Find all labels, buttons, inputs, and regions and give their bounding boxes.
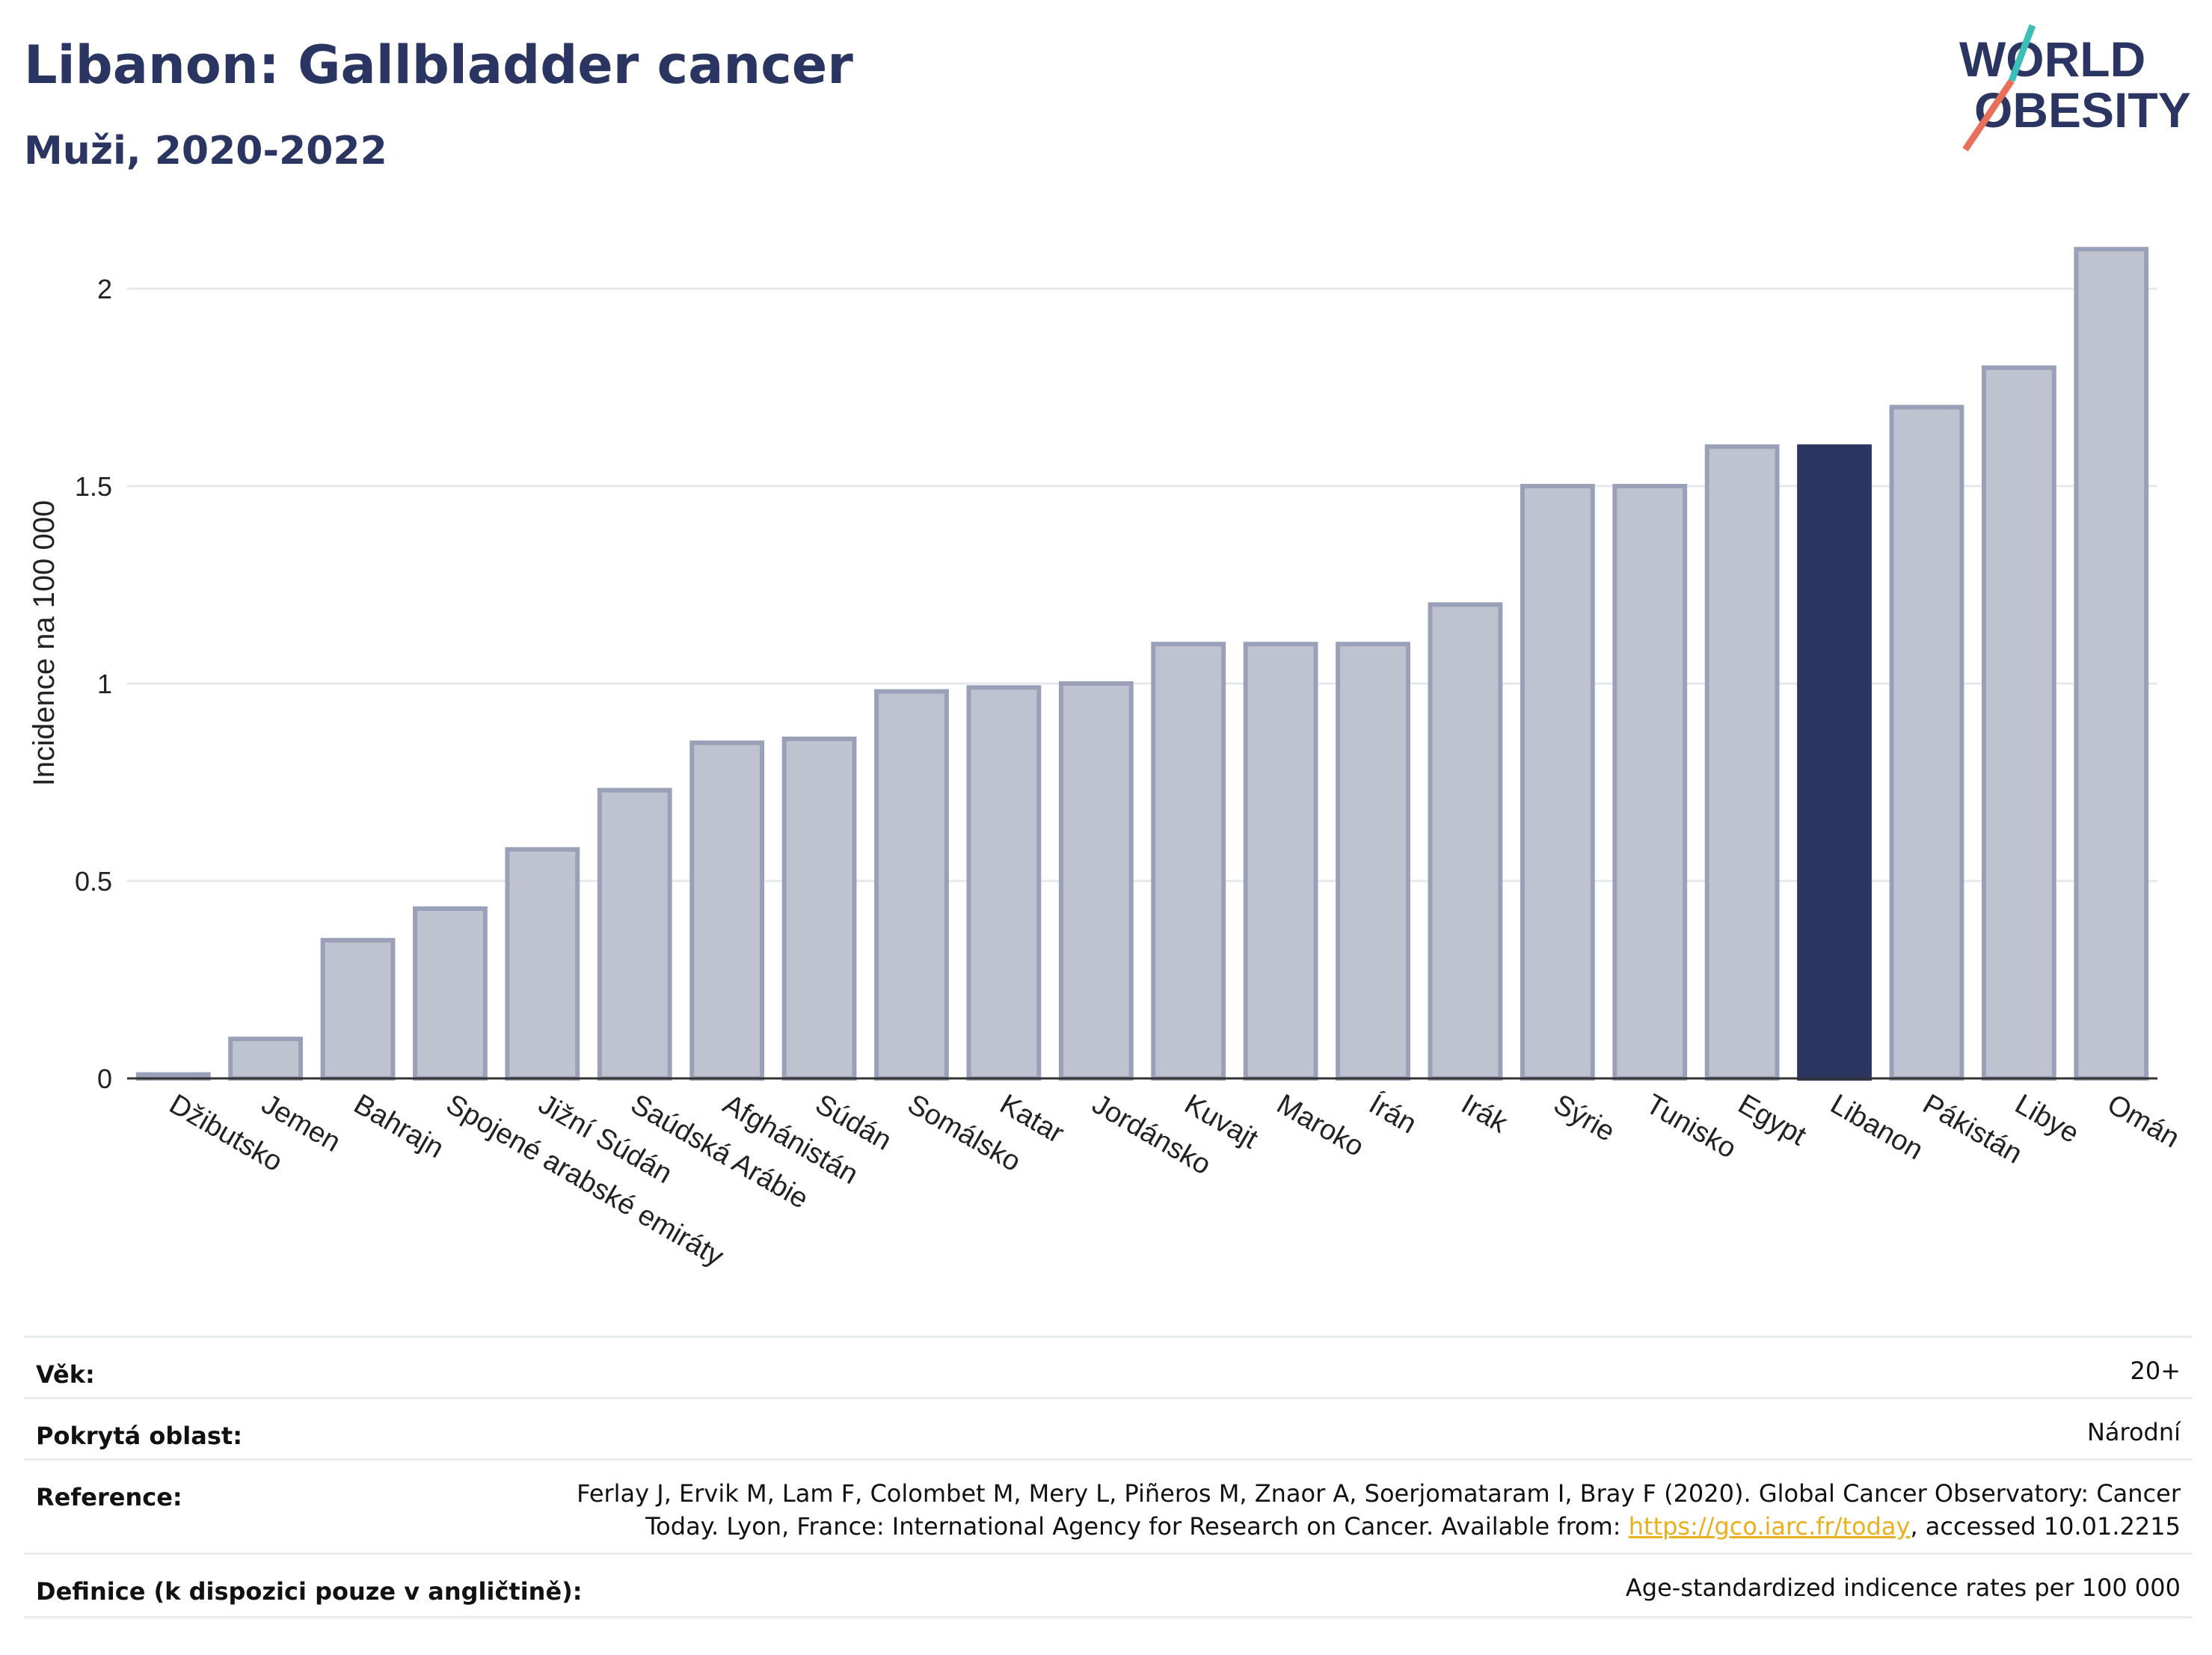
age-label: Věk: <box>36 1360 95 1389</box>
x-tick-label: Irák <box>1456 1088 1514 1140</box>
reference-line2-pre: Today. Lyon, France: International Agenc… <box>645 1512 1629 1541</box>
bar <box>874 689 949 1081</box>
info-row-definition: Definice (k dispozici pouze v angličtině… <box>24 1553 2193 1618</box>
x-tick-label: Sýrie <box>1548 1088 1620 1148</box>
logo-line2: OBESITY <box>1974 82 2191 138</box>
bar <box>1151 642 1226 1081</box>
reference-link[interactable]: https://gco.iarc.fr/today <box>1628 1512 1911 1541</box>
x-tick-label: Maroko <box>1271 1088 1369 1163</box>
bar <box>228 1037 304 1081</box>
page-title: Libanon: Gallbladder cancer <box>24 34 853 96</box>
age-value: 20+ <box>2130 1357 2181 1385</box>
bar <box>1889 405 1964 1081</box>
definition-label: Definice (k dispozici pouze v angličtině… <box>36 1577 583 1606</box>
bar <box>1981 365 2056 1081</box>
y-tick-label: 1.5 <box>75 471 112 502</box>
y-tick-label: 2 <box>97 274 112 304</box>
bar <box>1428 602 1503 1081</box>
bar <box>505 847 580 1081</box>
x-tick-label: Írán <box>1364 1088 1422 1140</box>
area-value: Národní <box>2086 1418 2181 1446</box>
reference-line1: Ferlay J, Ervik M, Lam F, Colombet M, Me… <box>577 1479 2181 1508</box>
world-obesity-logo: WORLD OBESITY <box>1959 24 2191 152</box>
bar <box>1336 642 1410 1081</box>
bar <box>689 740 765 1081</box>
x-tick-label: Bahrajn <box>348 1088 449 1164</box>
y-tick-label: 0.5 <box>75 866 112 897</box>
bar <box>1797 444 1872 1081</box>
x-tick-label: Libanon <box>1825 1088 1929 1166</box>
x-tick-label: Pákistán <box>1917 1088 2027 1170</box>
logo-line1: WORLD <box>1959 31 2145 87</box>
bar <box>2074 247 2149 1081</box>
bar <box>781 736 857 1081</box>
reference-label: Reference: <box>36 1483 182 1511</box>
x-tick-label: Omán <box>2102 1088 2185 1154</box>
x-tick-label: Egypt <box>1733 1088 1812 1152</box>
x-tick-label: Tunisko <box>1641 1088 1742 1164</box>
reference-line2: Today. Lyon, France: International Agenc… <box>577 1510 2181 1543</box>
bar <box>320 938 396 1081</box>
bar <box>966 685 1042 1081</box>
bar <box>1520 484 1595 1081</box>
reference-value: Ferlay J, Ervik M, Lam F, Colombet M, Me… <box>577 1477 2181 1543</box>
reference-line2-post: , accessed 10.01.2215 <box>1910 1512 2181 1541</box>
y-tick-labels: 0 0.5 1 1.5 2 <box>75 274 112 1094</box>
page-subtitle: Muži, 2020-2022 <box>24 129 387 174</box>
definition-value: Age-standardized indicence rates per 100… <box>1625 1573 2181 1602</box>
y-tick-label: 1 <box>97 669 112 699</box>
y-tick-label: 0 <box>97 1063 112 1094</box>
bar <box>1243 642 1318 1081</box>
bars <box>135 247 2149 1081</box>
info-row-age: Věk: 20+ <box>24 1336 2193 1399</box>
info-row-area: Pokrytá oblast: Národní <box>24 1397 2193 1461</box>
area-label: Pokrytá oblast: <box>36 1422 242 1450</box>
bar <box>413 906 488 1081</box>
bar <box>1058 681 1134 1081</box>
info-row-reference: Reference: Ferlay J, Ervik M, Lam F, Col… <box>24 1458 2193 1555</box>
bar <box>1612 484 1688 1081</box>
y-axis-label: Incidence na 100 000 <box>28 500 61 787</box>
bar <box>1704 444 1780 1081</box>
bar <box>597 787 672 1081</box>
